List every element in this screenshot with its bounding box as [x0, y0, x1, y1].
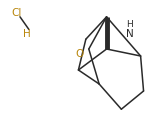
Text: H: H: [126, 20, 133, 29]
Text: Cl: Cl: [12, 8, 22, 18]
Text: H: H: [23, 29, 30, 39]
Text: O: O: [75, 49, 83, 59]
Text: N: N: [126, 29, 133, 39]
